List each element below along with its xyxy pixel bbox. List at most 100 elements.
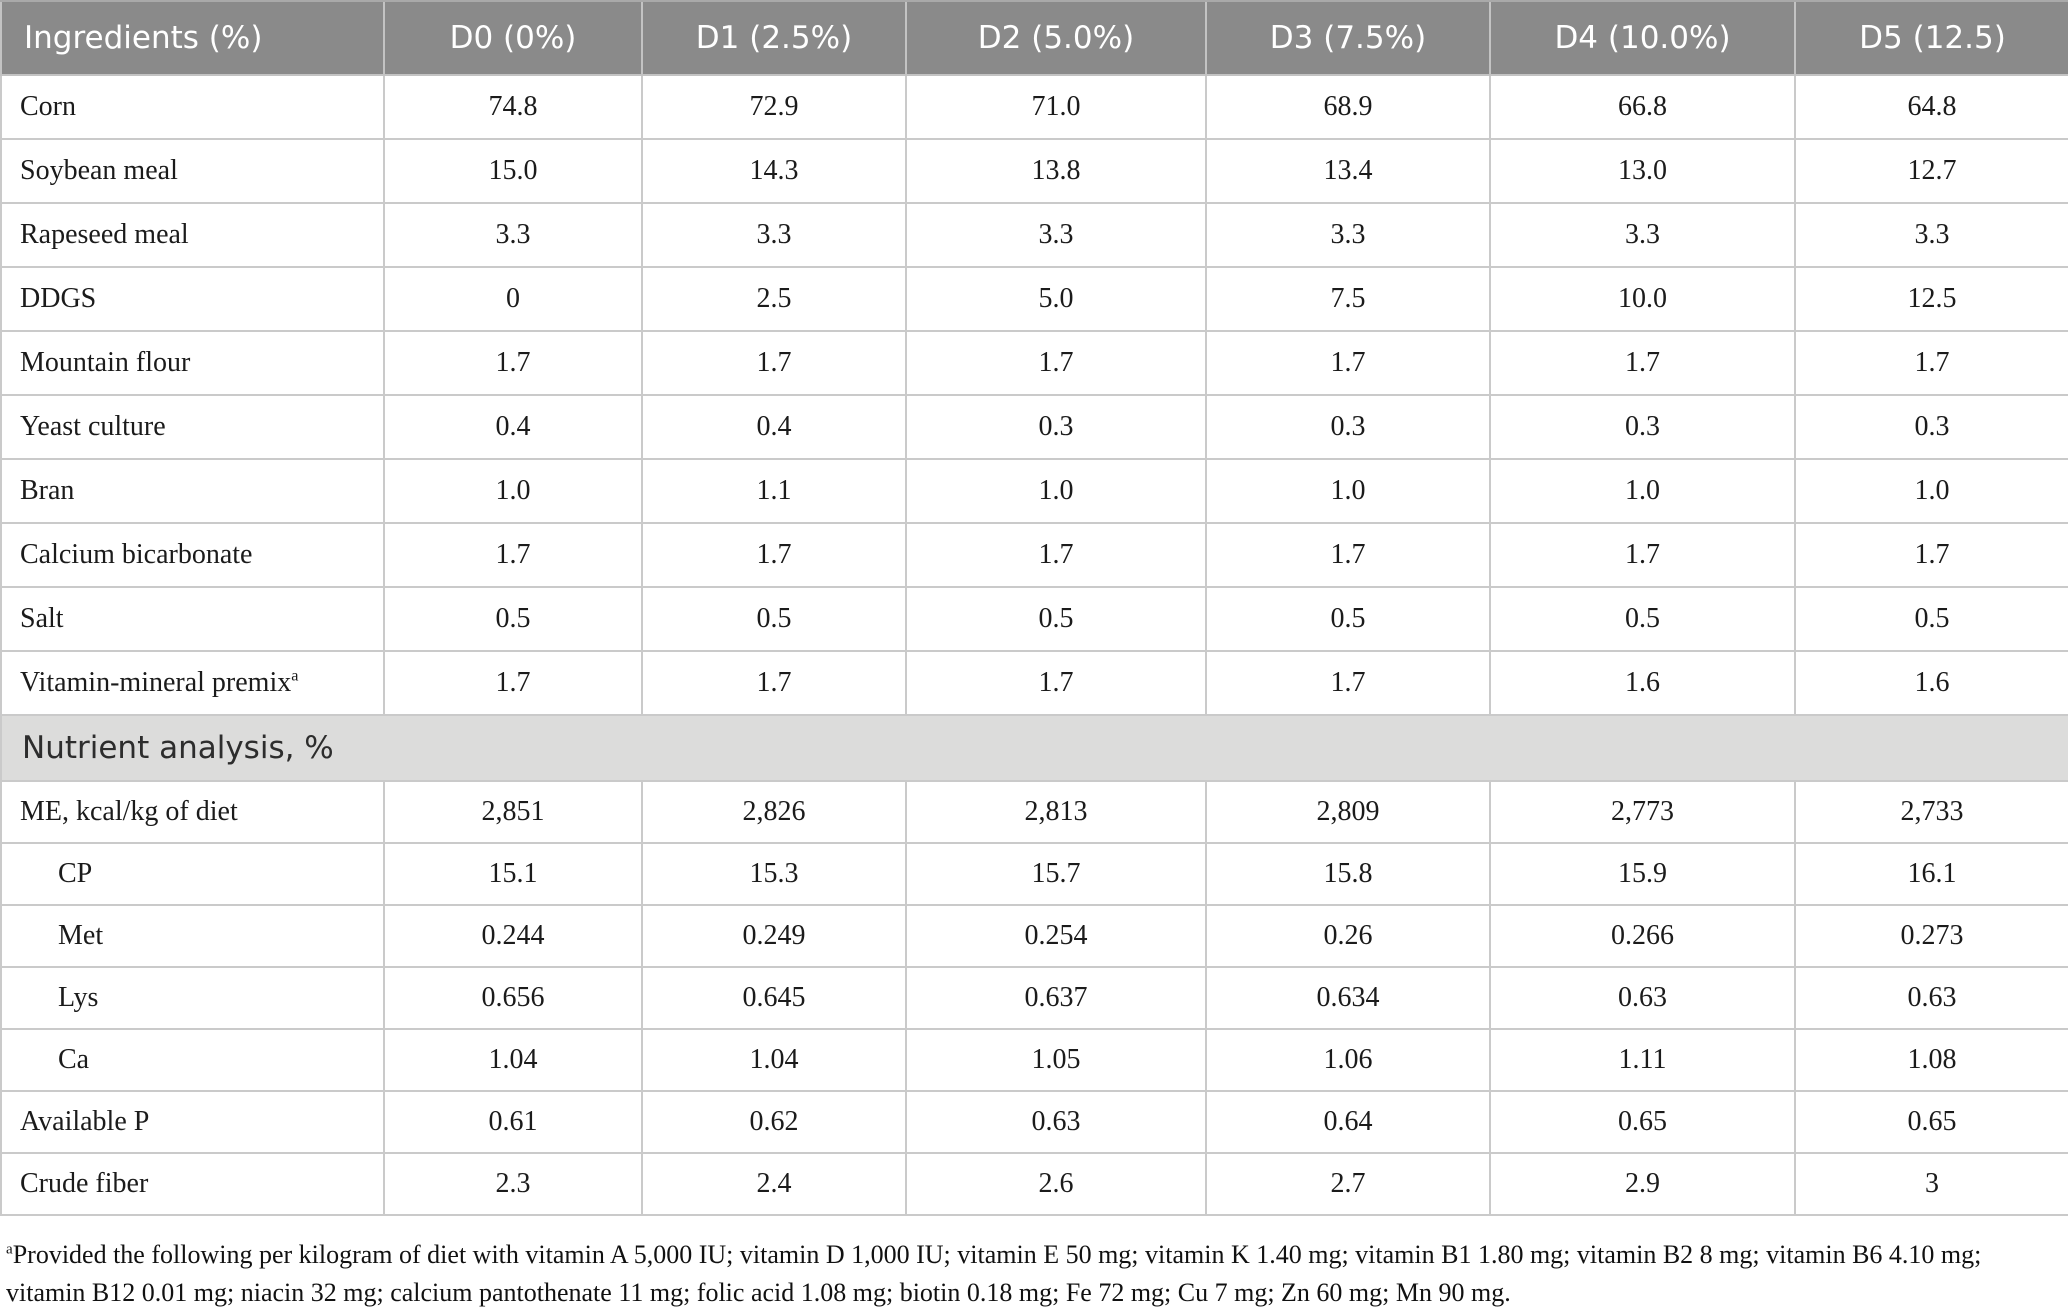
value-cell: 13.0 (1489, 138, 1796, 204)
value-cell: 13.4 (1205, 138, 1491, 204)
value-cell: 1.7 (905, 522, 1207, 588)
value-cell: 0.273 (1794, 904, 2068, 968)
table-row: ME, kcal/kg of diet 2,851 2,826 2,813 2,809 2… (0, 780, 2068, 844)
value-cell: 3.3 (1489, 202, 1796, 268)
value-cell: 1.7 (383, 522, 643, 588)
value-cell: 2.6 (905, 1152, 1207, 1216)
value-cell: 1.7 (1794, 522, 2068, 588)
value-cell: 3.3 (1205, 202, 1491, 268)
row-label: DDGS (0, 266, 385, 332)
value-cell: 1.0 (1794, 458, 2068, 524)
value-cell: 1.7 (905, 650, 1207, 716)
row-label: Salt (0, 586, 385, 652)
value-cell: 12.7 (1794, 138, 2068, 204)
value-cell: 1.0 (905, 458, 1207, 524)
column-header-diet: D0 (0%) (383, 0, 642, 76)
value-cell: 1.7 (383, 330, 643, 396)
value-cell: 2,733 (1794, 780, 2068, 844)
value-cell: 68.9 (1205, 74, 1491, 140)
value-cell: 0.63 (1794, 966, 2068, 1030)
value-cell: 3.3 (383, 202, 643, 268)
value-cell: 1.1 (641, 458, 907, 524)
value-cell: 1.7 (1205, 522, 1491, 588)
section-header: Nutrient analysis, % (0, 714, 2068, 782)
value-cell: 1.05 (905, 1028, 1207, 1092)
value-cell: 1.7 (641, 650, 907, 716)
value-cell: 0.63 (905, 1090, 1207, 1154)
table-row: Mountain flour 1.7 1.7 1.7 1.7 1.7 1.7 (0, 330, 2068, 396)
value-cell: 0.249 (641, 904, 907, 968)
row-label: ME, kcal/kg of diet (0, 780, 385, 844)
value-cell: 72.9 (641, 74, 907, 140)
value-cell: 0.5 (905, 586, 1207, 652)
value-cell: 66.8 (1489, 74, 1796, 140)
value-cell: 12.5 (1794, 266, 2068, 332)
value-cell: 3 (1794, 1152, 2068, 1216)
value-cell: 2.3 (383, 1152, 643, 1216)
row-label: Crude fiber (0, 1152, 385, 1216)
value-cell: 0.3 (1205, 394, 1491, 460)
value-cell: 1.7 (905, 330, 1207, 396)
value-cell: 0.62 (641, 1090, 907, 1154)
table-row: Available P 0.61 0.62 0.63 0.64 0.65 0.65 (0, 1090, 2068, 1154)
value-cell: 1.6 (1489, 650, 1796, 716)
value-cell: 3.3 (905, 202, 1207, 268)
value-cell: 1.0 (1205, 458, 1491, 524)
table-row: Calcium bicarbonate 1.7 1.7 1.7 1.7 1.7 1.7 (0, 522, 2068, 588)
value-cell: 16.1 (1794, 842, 2068, 906)
row-label: Yeast culture (0, 394, 385, 460)
value-cell: 5.0 (905, 266, 1207, 332)
row-label: Ca (0, 1028, 385, 1092)
value-cell: 0.266 (1489, 904, 1796, 968)
value-cell: 0.63 (1489, 966, 1796, 1030)
value-cell: 15.8 (1205, 842, 1491, 906)
value-cell: 0.656 (383, 966, 643, 1030)
value-cell: 15.3 (641, 842, 907, 906)
value-cell: 0.4 (641, 394, 907, 460)
value-cell: 1.06 (1205, 1028, 1491, 1092)
row-label: Vitamin-mineral premixa (0, 650, 385, 716)
table-row: Rapeseed meal 3.3 3.3 3.3 3.3 3.3 3.3 (0, 202, 2068, 268)
value-cell: 1.7 (1489, 522, 1796, 588)
value-cell: 0.5 (1794, 586, 2068, 652)
value-cell: 1.04 (641, 1028, 907, 1092)
value-cell: 10.0 (1489, 266, 1796, 332)
value-cell: 64.8 (1794, 74, 2068, 140)
row-label: Rapeseed meal (0, 202, 385, 268)
column-header-diet: D4 (10.0%) (1489, 0, 1795, 76)
value-cell: 1.7 (383, 650, 643, 716)
column-header-diet: D2 (5.0%) (905, 0, 1206, 76)
value-cell: 2.4 (641, 1152, 907, 1216)
row-label: Corn (0, 74, 385, 140)
value-cell: 1.08 (1794, 1028, 2068, 1092)
value-cell: 3.3 (1794, 202, 2068, 268)
row-label: Met (0, 904, 385, 968)
table-body: Corn 74.8 72.9 71.0 68.9 66.8 64.8 Soybean meal… (0, 74, 2068, 1216)
value-cell: 15.9 (1489, 842, 1796, 906)
value-cell: 15.0 (383, 138, 643, 204)
table-row: Crude fiber 2.3 2.4 2.6 2.7 2.9 3 (0, 1152, 2068, 1216)
value-cell: 0.637 (905, 966, 1207, 1030)
value-cell: 0.5 (641, 586, 907, 652)
table-row: CP 15.1 15.3 15.7 15.8 15.9 16.1 (0, 842, 2068, 906)
table-row: Bran 1.0 1.1 1.0 1.0 1.0 1.0 (0, 458, 2068, 524)
value-cell: 0.65 (1794, 1090, 2068, 1154)
value-cell: 2.9 (1489, 1152, 1796, 1216)
column-header-diet: D5 (12.5) (1794, 0, 2068, 76)
value-cell: 0.5 (1205, 586, 1491, 652)
value-cell: 0.65 (1489, 1090, 1796, 1154)
value-cell: 1.04 (383, 1028, 643, 1092)
value-cell: 2.7 (1205, 1152, 1491, 1216)
value-cell: 3.3 (641, 202, 907, 268)
value-cell: 0.645 (641, 966, 907, 1030)
value-cell: 15.7 (905, 842, 1207, 906)
value-cell: 0.61 (383, 1090, 643, 1154)
table-row: Met 0.244 0.249 0.254 0.26 0.266 0.273 (0, 904, 2068, 968)
value-cell: 0.244 (383, 904, 643, 968)
value-cell: 0.3 (1794, 394, 2068, 460)
value-cell: 2,809 (1205, 780, 1491, 844)
row-label: Bran (0, 458, 385, 524)
value-cell: 15.1 (383, 842, 643, 906)
table-footnote: aProvided the following per kilogram of … (6, 1236, 2064, 1311)
